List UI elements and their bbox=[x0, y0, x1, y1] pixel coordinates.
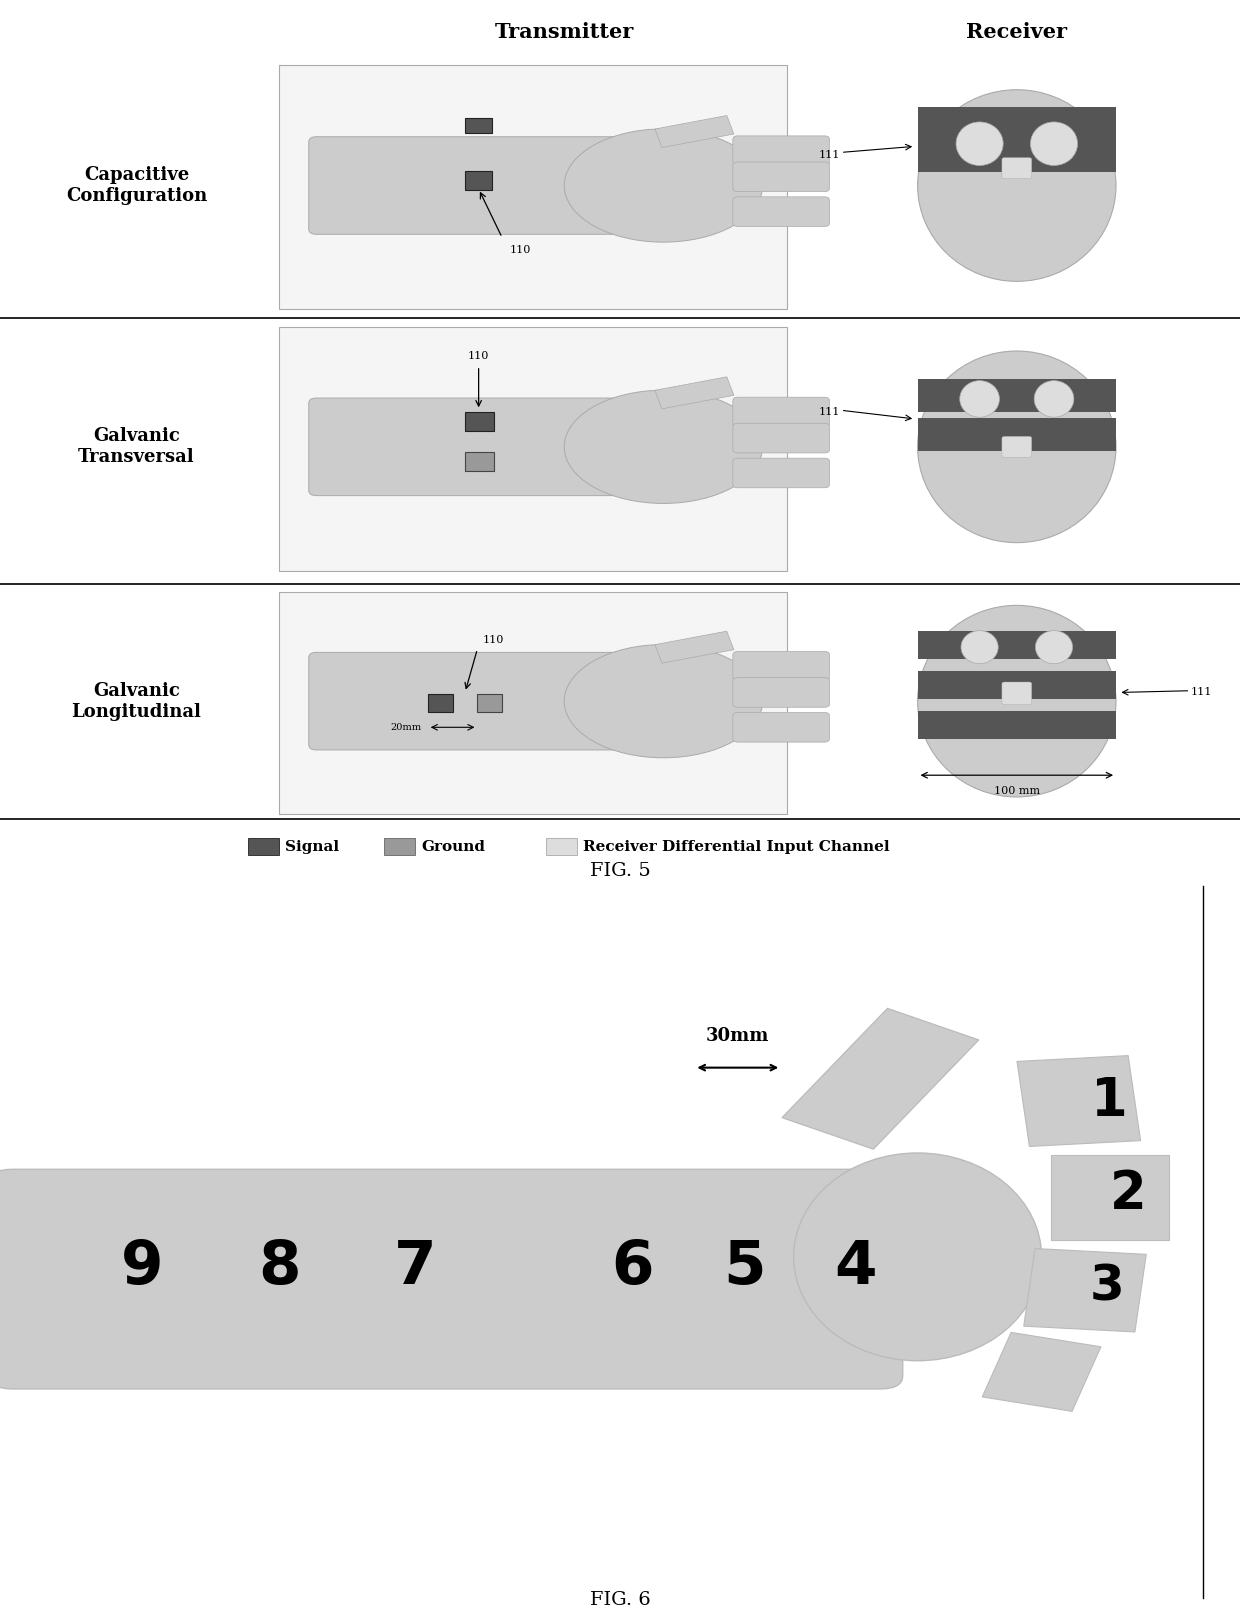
Ellipse shape bbox=[960, 381, 999, 418]
FancyBboxPatch shape bbox=[546, 837, 577, 855]
FancyBboxPatch shape bbox=[918, 671, 1116, 698]
Polygon shape bbox=[1017, 1055, 1141, 1147]
Text: 2: 2 bbox=[1110, 1168, 1147, 1219]
Text: 100 mm: 100 mm bbox=[993, 786, 1040, 795]
Text: Galvanic
Longitudinal: Galvanic Longitudinal bbox=[72, 682, 201, 721]
Polygon shape bbox=[982, 1332, 1101, 1411]
Text: 110: 110 bbox=[510, 245, 531, 255]
FancyBboxPatch shape bbox=[309, 398, 646, 495]
FancyBboxPatch shape bbox=[918, 379, 1116, 411]
FancyBboxPatch shape bbox=[733, 458, 830, 487]
Ellipse shape bbox=[564, 129, 763, 242]
FancyBboxPatch shape bbox=[1002, 158, 1032, 179]
Text: 8: 8 bbox=[258, 1239, 300, 1297]
Ellipse shape bbox=[961, 631, 998, 663]
FancyBboxPatch shape bbox=[733, 652, 830, 681]
Polygon shape bbox=[655, 631, 734, 663]
Text: Transmitter: Transmitter bbox=[495, 23, 634, 42]
Ellipse shape bbox=[794, 1153, 1042, 1361]
FancyBboxPatch shape bbox=[384, 837, 415, 855]
Text: Capacitive
Configuration: Capacitive Configuration bbox=[66, 166, 207, 205]
Text: 111: 111 bbox=[818, 150, 839, 160]
Text: Receiver Differential Input Channel: Receiver Differential Input Channel bbox=[583, 840, 889, 853]
Polygon shape bbox=[655, 377, 734, 408]
Ellipse shape bbox=[564, 645, 763, 758]
Ellipse shape bbox=[918, 605, 1116, 797]
Text: 110: 110 bbox=[467, 352, 490, 361]
FancyBboxPatch shape bbox=[733, 397, 830, 427]
FancyBboxPatch shape bbox=[309, 137, 646, 234]
FancyBboxPatch shape bbox=[918, 106, 1116, 173]
FancyBboxPatch shape bbox=[0, 1169, 903, 1389]
FancyBboxPatch shape bbox=[428, 694, 453, 711]
Text: 7: 7 bbox=[394, 1239, 436, 1297]
Text: 4: 4 bbox=[835, 1239, 877, 1297]
Text: 110: 110 bbox=[482, 636, 503, 645]
Text: 5: 5 bbox=[723, 1239, 765, 1297]
FancyBboxPatch shape bbox=[918, 631, 1116, 660]
FancyBboxPatch shape bbox=[279, 66, 787, 310]
Ellipse shape bbox=[918, 90, 1116, 281]
FancyBboxPatch shape bbox=[733, 677, 830, 706]
Text: Receiver: Receiver bbox=[966, 23, 1068, 42]
FancyBboxPatch shape bbox=[733, 135, 830, 166]
FancyBboxPatch shape bbox=[1002, 437, 1032, 458]
FancyBboxPatch shape bbox=[733, 161, 830, 192]
Text: Galvanic
Transversal: Galvanic Transversal bbox=[78, 427, 195, 466]
Text: Signal: Signal bbox=[285, 840, 340, 853]
FancyBboxPatch shape bbox=[248, 837, 279, 855]
Text: 1: 1 bbox=[1091, 1074, 1128, 1127]
FancyBboxPatch shape bbox=[733, 423, 830, 453]
Polygon shape bbox=[782, 1008, 978, 1148]
Text: 111: 111 bbox=[1190, 687, 1211, 697]
Text: 3: 3 bbox=[1090, 1263, 1125, 1310]
Polygon shape bbox=[655, 116, 734, 147]
Text: FIG. 6: FIG. 6 bbox=[590, 1590, 650, 1608]
Ellipse shape bbox=[1034, 381, 1074, 418]
FancyBboxPatch shape bbox=[918, 711, 1116, 739]
Polygon shape bbox=[1052, 1155, 1168, 1240]
FancyBboxPatch shape bbox=[465, 411, 494, 431]
FancyBboxPatch shape bbox=[465, 171, 492, 190]
FancyBboxPatch shape bbox=[309, 652, 646, 750]
FancyBboxPatch shape bbox=[465, 452, 494, 471]
Text: 30mm: 30mm bbox=[706, 1027, 770, 1045]
FancyBboxPatch shape bbox=[279, 326, 787, 571]
FancyBboxPatch shape bbox=[477, 694, 502, 711]
Text: 9: 9 bbox=[122, 1239, 164, 1297]
FancyBboxPatch shape bbox=[279, 592, 787, 815]
Text: 20mm: 20mm bbox=[391, 723, 422, 732]
Ellipse shape bbox=[564, 390, 763, 503]
Text: Ground: Ground bbox=[422, 840, 486, 853]
Polygon shape bbox=[1024, 1248, 1146, 1332]
FancyBboxPatch shape bbox=[918, 418, 1116, 452]
FancyBboxPatch shape bbox=[733, 197, 830, 226]
Ellipse shape bbox=[1030, 123, 1078, 166]
Text: FIG. 5: FIG. 5 bbox=[590, 863, 650, 881]
Text: 6: 6 bbox=[611, 1239, 653, 1297]
Ellipse shape bbox=[956, 123, 1003, 166]
Ellipse shape bbox=[918, 352, 1116, 542]
FancyBboxPatch shape bbox=[1002, 682, 1032, 705]
FancyBboxPatch shape bbox=[465, 118, 492, 134]
Ellipse shape bbox=[1035, 631, 1073, 663]
FancyBboxPatch shape bbox=[733, 713, 830, 742]
Text: 111: 111 bbox=[818, 406, 839, 418]
